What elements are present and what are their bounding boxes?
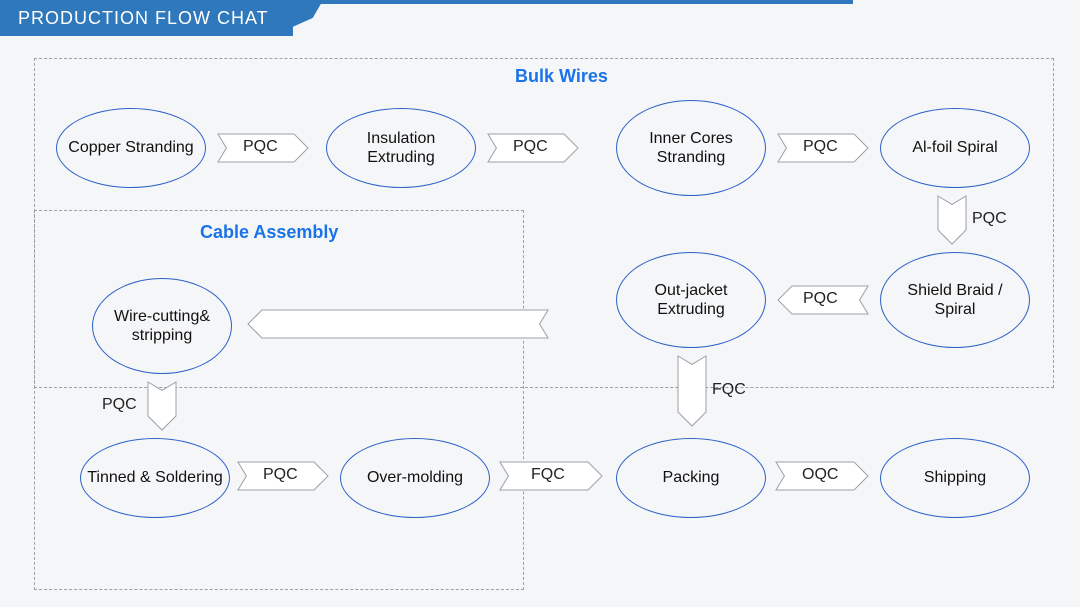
arrow-label-a2: PQC [513, 138, 548, 156]
arrow-label-a11: OQC [802, 466, 838, 484]
node-wire-cut: Wire-cutting& stripping [92, 278, 232, 374]
arrow-label-a8: PQC [102, 396, 137, 414]
page-title: PRODUCTION FLOW CHAT [18, 8, 269, 29]
node-copper-stranding: Copper Stranding [56, 108, 206, 188]
arrow-label-a9: PQC [263, 466, 298, 484]
node-shield-braid: Shield Braid / Spiral [880, 252, 1030, 348]
arrow-label-a1: PQC [243, 138, 278, 156]
page-title-banner: PRODUCTION FLOW CHAT [0, 0, 293, 36]
arrow-label-a10: FQC [531, 466, 565, 484]
arrow-label-a6: FQC [712, 381, 746, 399]
arrow-label-a5: PQC [803, 290, 838, 308]
node-over-molding: Over-molding [340, 438, 490, 518]
node-tinned-solder: Tinned & Soldering [80, 438, 230, 518]
banner-tail [293, 0, 853, 4]
node-al-foil: Al-foil Spiral [880, 108, 1030, 188]
arrow-label-a3: PQC [803, 138, 838, 156]
group-bulk-wires-title: Bulk Wires [515, 66, 608, 87]
node-inner-cores: Inner Cores Stranding [616, 100, 766, 196]
arrow-label-a4: PQC [972, 210, 1007, 228]
node-packing: Packing [616, 438, 766, 518]
group-cable-assembly-title: Cable Assembly [200, 222, 338, 243]
node-out-jacket: Out-jacket Extruding [616, 252, 766, 348]
node-shipping: Shipping [880, 438, 1030, 518]
node-insulation-extr: Insulation Extruding [326, 108, 476, 188]
